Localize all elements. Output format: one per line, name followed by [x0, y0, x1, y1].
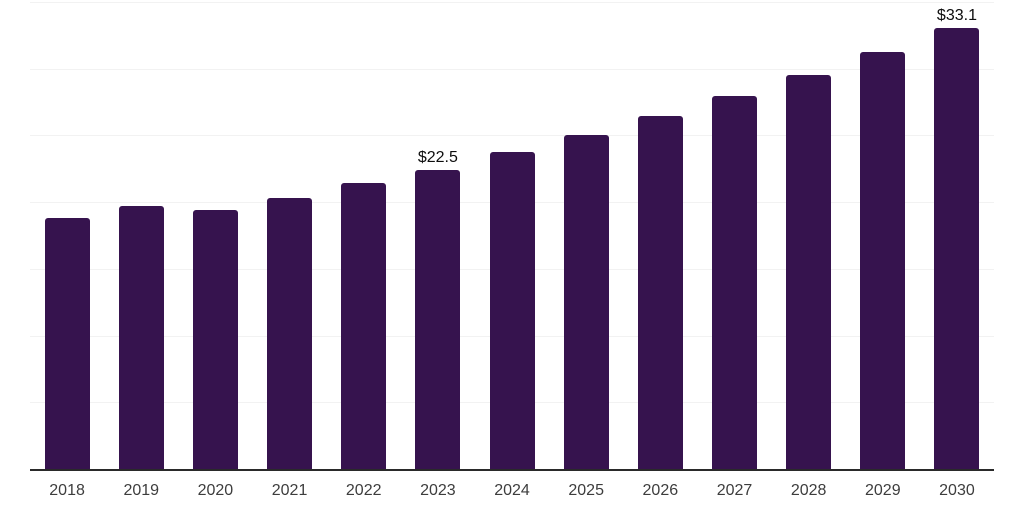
x-tick-label-2024: 2024 [494, 482, 530, 499]
bar-slot-2024 [475, 0, 549, 470]
bar-slot-2026 [623, 0, 697, 470]
bar-slot-2021 [252, 0, 326, 470]
plot-area: $22.5 $33.1 [30, 0, 994, 471]
x-tick-label-2030: 2030 [939, 482, 975, 499]
bar-2019 [118, 205, 164, 470]
gridline-25 [30, 135, 994, 137]
bar-2022 [341, 183, 387, 470]
x-tick-label-2019: 2019 [123, 482, 160, 499]
gridline-35 [30, 2, 994, 3]
bar-2029 [860, 52, 906, 470]
x-tick-label-2028: 2028 [790, 482, 827, 499]
bar-slot-2023: $22.5 [401, 0, 475, 470]
bar-2020 [192, 209, 238, 470]
bar-slot-2027 [697, 0, 771, 470]
x-tick-label-2029: 2029 [865, 482, 901, 499]
x-tick-label-2026: 2026 [642, 482, 679, 499]
bar-value-label-2023: $22.5 [417, 148, 458, 166]
bar-slot-2019 [104, 0, 178, 470]
bar-2021 [267, 197, 313, 470]
bar-slot-2025 [549, 0, 623, 470]
bar-slot-2022 [327, 0, 401, 470]
bars-container: $22.5 $33.1 [30, 0, 994, 470]
x-axis-line [30, 469, 994, 471]
bar-2023 [415, 169, 461, 470]
x-tick-label-2025: 2025 [568, 482, 604, 499]
bar-value-label-2030: $33.1 [936, 7, 977, 25]
gridline-30 [30, 68, 994, 70]
bar-2024 [489, 152, 535, 470]
bar-slot-2029 [846, 0, 920, 470]
bar-slot-2030: $33.1 [920, 0, 994, 470]
x-tick-label-2022: 2022 [345, 482, 382, 499]
bar-2018 [44, 217, 90, 470]
bar-2026 [637, 116, 683, 470]
x-tick-label-2027: 2027 [716, 482, 753, 499]
bar-2028 [786, 75, 832, 470]
bar-2027 [711, 96, 757, 470]
bar-slot-2018 [30, 0, 104, 470]
x-tick-label-2021: 2021 [271, 482, 308, 499]
bar-2025 [563, 135, 609, 470]
bar-2030 [934, 28, 980, 470]
x-tick-label-2023: 2023 [420, 482, 456, 499]
bar-slot-2020 [178, 0, 252, 470]
x-tick-label-2020: 2020 [197, 482, 234, 499]
x-axis-labels: 2018 2019 2020 2021 2022 2023 2024 2025 2026 2027… [30, 470, 994, 512]
x-tick-label-2018: 2018 [49, 482, 85, 499]
bar-slot-2028 [772, 0, 846, 470]
